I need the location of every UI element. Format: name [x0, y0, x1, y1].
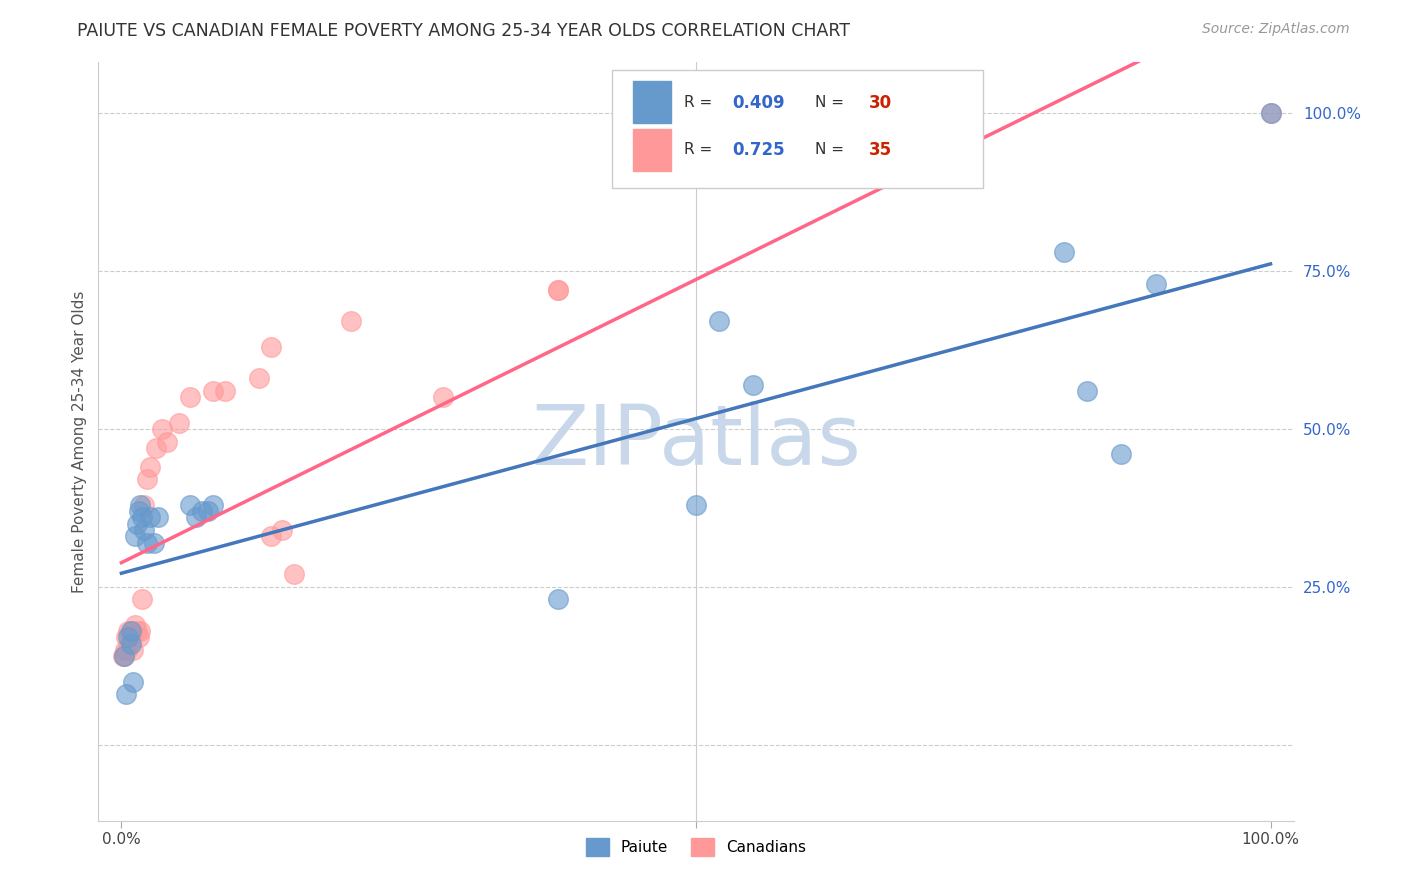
Point — [1076, 384, 1098, 398]
Point — [112, 649, 135, 664]
Text: N =: N = — [815, 95, 845, 110]
Point — [128, 631, 150, 645]
Point — [120, 637, 142, 651]
Text: PAIUTE VS CANADIAN FEMALE POVERTY AMONG 25-34 YEAR OLDS CORRELATION CHART: PAIUTE VS CANADIAN FEMALE POVERTY AMONG … — [77, 22, 851, 40]
Point — [128, 624, 150, 639]
Point — [120, 624, 142, 639]
Y-axis label: Female Poverty Among 25-34 Year Olds: Female Poverty Among 25-34 Year Olds — [72, 291, 87, 592]
Legend: Paiute, Canadians: Paiute, Canadians — [579, 831, 813, 863]
Point — [115, 687, 138, 701]
Point — [167, 416, 190, 430]
Point — [135, 473, 157, 487]
Point — [202, 384, 225, 398]
Point — [120, 631, 142, 645]
Text: R =: R = — [685, 142, 717, 157]
Text: 35: 35 — [869, 141, 893, 159]
Point — [145, 441, 167, 455]
Text: 30: 30 — [869, 94, 893, 112]
Point — [117, 624, 139, 639]
Point — [131, 592, 153, 607]
Text: 0.409: 0.409 — [733, 94, 785, 112]
Point — [707, 314, 730, 328]
Point — [139, 510, 162, 524]
Point — [179, 390, 201, 404]
Point — [111, 649, 134, 664]
Point — [247, 371, 270, 385]
FancyBboxPatch shape — [613, 70, 983, 187]
Point — [124, 529, 146, 543]
Bar — [633, 81, 671, 123]
Point — [128, 504, 150, 518]
Point — [128, 498, 150, 512]
Point — [117, 631, 139, 645]
Point — [202, 498, 225, 512]
Point — [1260, 106, 1282, 120]
Point — [191, 504, 214, 518]
Point — [184, 510, 207, 524]
Text: ZIPatlas: ZIPatlas — [531, 401, 860, 482]
Point — [340, 314, 363, 328]
Point — [156, 434, 179, 449]
Text: R =: R = — [685, 95, 717, 110]
Point — [142, 535, 165, 549]
Point — [1260, 106, 1282, 120]
Point — [547, 592, 569, 607]
Point — [135, 535, 157, 549]
Point — [115, 643, 138, 657]
Point — [139, 459, 162, 474]
Point — [1109, 447, 1132, 461]
Point — [685, 498, 707, 512]
Point — [742, 377, 765, 392]
Text: N =: N = — [815, 142, 845, 157]
Point — [131, 510, 153, 524]
Point — [114, 643, 136, 657]
Point — [214, 384, 236, 398]
Point — [179, 498, 201, 512]
Point — [197, 504, 219, 518]
Point — [122, 643, 145, 657]
Point — [547, 283, 569, 297]
Point — [283, 567, 305, 582]
Bar — [633, 129, 671, 171]
Point — [127, 516, 149, 531]
Point — [134, 523, 156, 537]
Point — [260, 529, 283, 543]
Point — [134, 498, 156, 512]
Point — [122, 674, 145, 689]
Point — [121, 624, 143, 639]
Text: Source: ZipAtlas.com: Source: ZipAtlas.com — [1202, 22, 1350, 37]
Point — [112, 649, 135, 664]
Point — [148, 510, 170, 524]
Text: 0.725: 0.725 — [733, 141, 785, 159]
Point — [547, 283, 569, 297]
Point — [1053, 244, 1076, 259]
Point — [260, 340, 283, 354]
Point — [150, 422, 173, 436]
Point — [432, 390, 454, 404]
Point — [127, 624, 149, 639]
Point — [118, 637, 141, 651]
Point — [271, 523, 294, 537]
Point — [115, 631, 138, 645]
Point — [124, 617, 146, 632]
Point — [1144, 277, 1167, 291]
